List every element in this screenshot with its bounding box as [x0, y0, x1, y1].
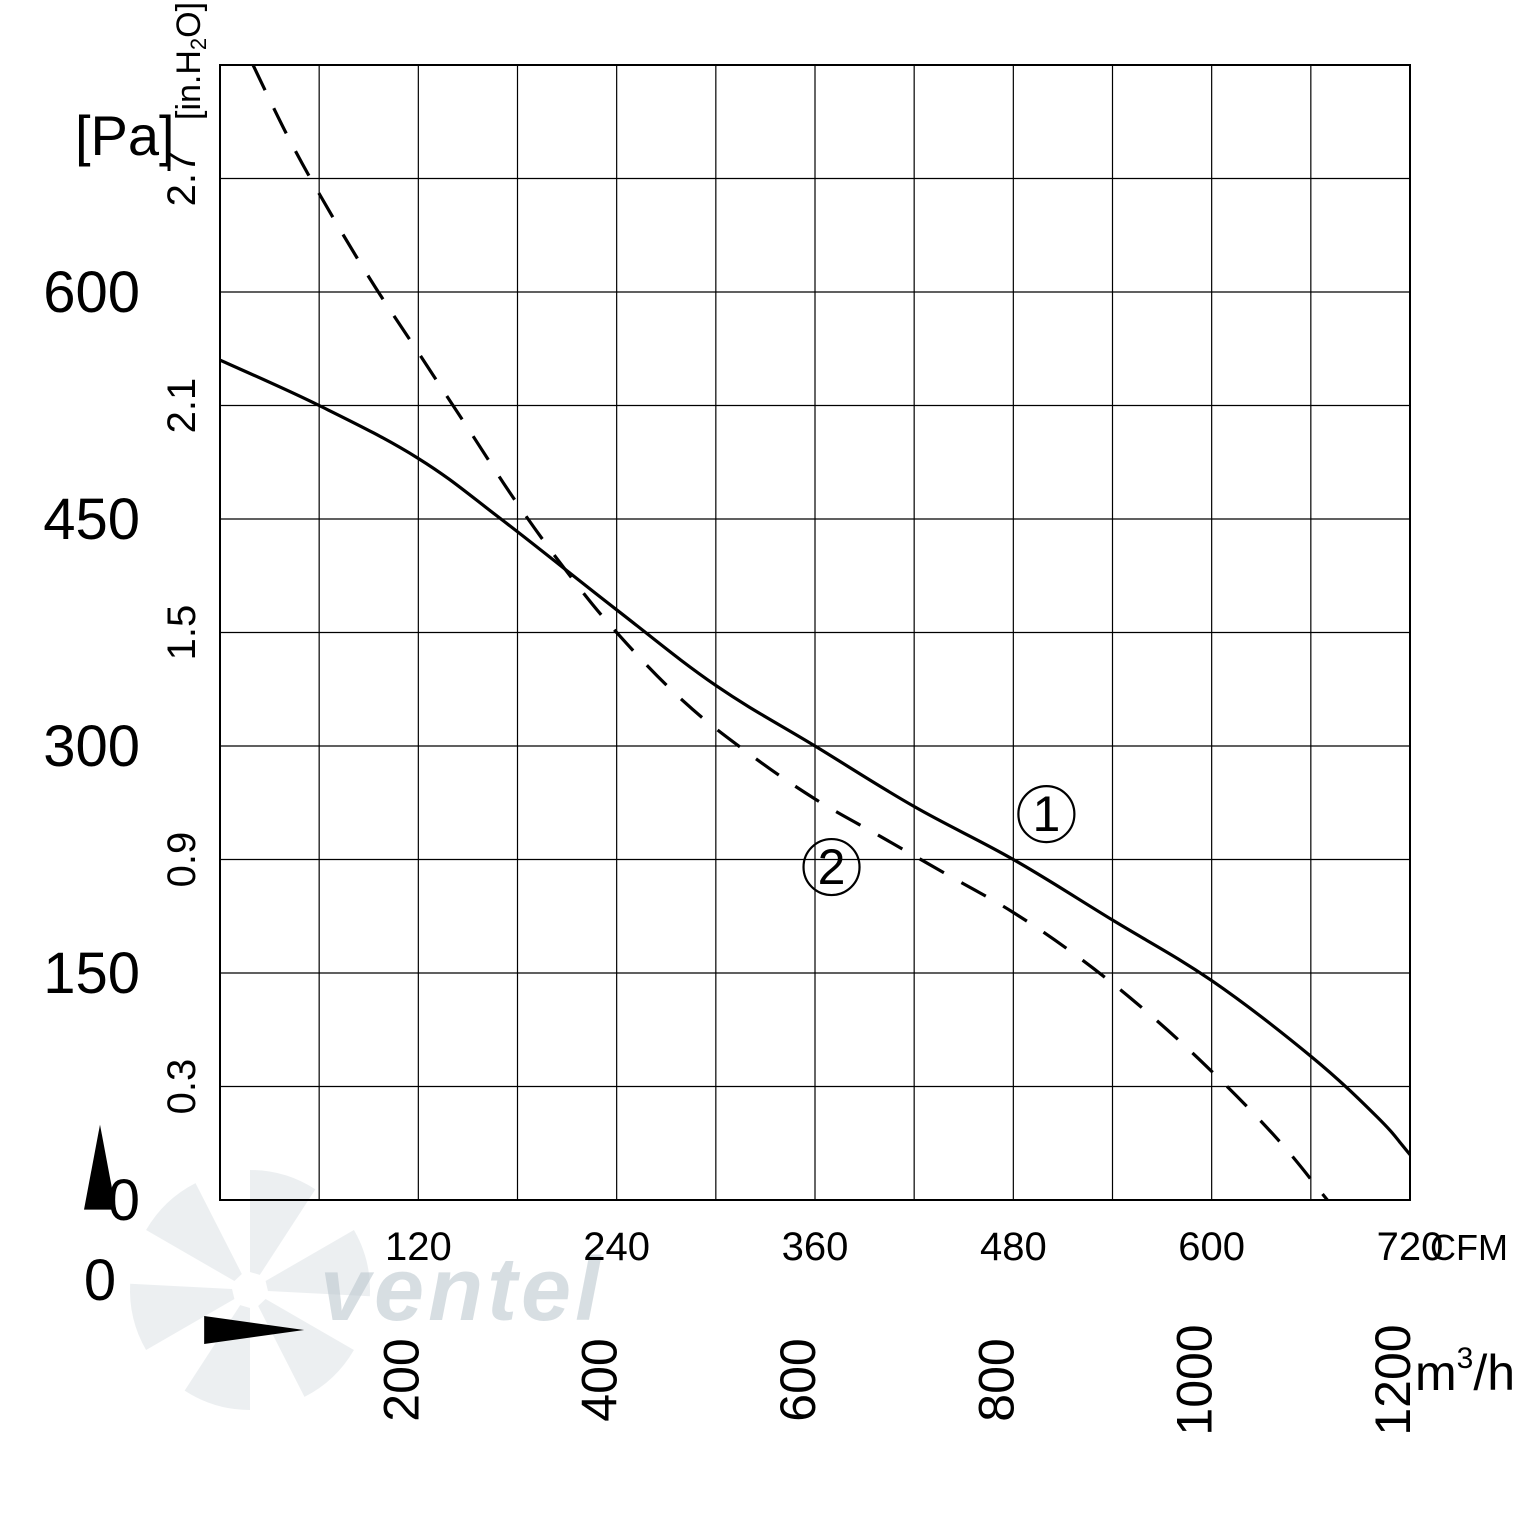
x-tick-m3h: 400 [572, 1338, 628, 1421]
x-tick-cfm-zero: 0 [84, 1248, 116, 1313]
fan-curve-chart: ventel [Pa][in.H2O]01503004506000.30.91.… [0, 0, 1529, 1539]
x-tick-m3h: 200 [373, 1338, 429, 1421]
y-tick-pa: 150 [43, 941, 140, 1006]
chart-grid [220, 65, 1410, 1200]
y-axis-unit-inh2o: [in.H2O] [170, 2, 211, 120]
x-tick-cfm: 240 [583, 1225, 650, 1269]
y-tick-pa: 600 [43, 260, 140, 325]
x-tick-cfm: 360 [782, 1225, 849, 1269]
x-tick-cfm: 480 [980, 1225, 1047, 1269]
x-tick-m3h: 1200 [1365, 1324, 1421, 1435]
y-tick-inh2o: 2.7 [160, 151, 204, 207]
y-tick-pa: 450 [43, 487, 140, 552]
x-tick-m3h: 800 [968, 1338, 1024, 1421]
svg-text:ventel: ventel [320, 1240, 604, 1340]
y-tick-pa: 300 [43, 714, 140, 779]
chart-curves [220, 65, 1460, 1230]
x-tick-m3h: 1000 [1167, 1324, 1223, 1435]
watermark: ventel [130, 1170, 604, 1410]
x-tick-m3h: 600 [770, 1338, 826, 1421]
curve-label-text: 2 [818, 839, 846, 895]
x-axis-unit-m3h: m3/h [1415, 1342, 1515, 1401]
x-tick-cfm: 120 [385, 1225, 452, 1269]
curve-label-text: 1 [1032, 786, 1060, 842]
y-tick-inh2o: 0.3 [160, 1059, 204, 1115]
x-tick-cfm: 600 [1178, 1225, 1245, 1269]
x-axis-unit-cfm: CFM [1430, 1227, 1508, 1268]
y-tick-inh2o: 2.1 [160, 378, 204, 434]
y-tick-inh2o: 0.9 [160, 832, 204, 888]
y-tick-inh2o: 1.5 [160, 605, 204, 661]
